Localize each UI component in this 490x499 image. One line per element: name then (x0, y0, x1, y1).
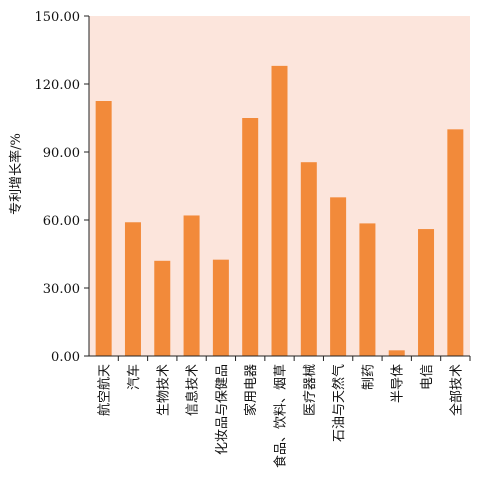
y-axis-title: 专利增长率/% (8, 133, 24, 215)
x-tick-labels: 航空航天 汽车 生物技术 信息技术 化妆品与保健品 家用电器 食品、饮料、烟草 医疗器械 石油与… (97, 364, 465, 468)
x-tick-label: 石油与天然气 (331, 364, 347, 442)
x-tick-label: 制药 (361, 364, 376, 390)
bar (154, 260, 171, 356)
bar (359, 223, 376, 356)
y-tick-label: 60.00 (43, 214, 80, 229)
bar (242, 118, 259, 356)
y-tick-label: 0.00 (51, 350, 80, 365)
x-tick-label: 信息技术 (185, 364, 201, 416)
y-tick-label: 150.00 (35, 10, 81, 25)
x-tick-label: 家用电器 (243, 364, 259, 416)
x-tick-label: 医疗器械 (303, 364, 318, 416)
x-tick-label: 化妆品与保健品 (215, 364, 230, 455)
bar (330, 197, 347, 356)
x-tick-label: 半导体 (391, 364, 406, 403)
y-ticks: 0.00 30.00 60.00 90.00 120.00 150.00 (35, 10, 89, 365)
y-tick-label: 120.00 (35, 78, 81, 93)
bar (447, 129, 464, 356)
x-tick-label: 食品、饮料、烟草 (273, 364, 289, 468)
x-tick-label: 全部技术 (448, 364, 464, 416)
x-tick-label: 生物技术 (156, 364, 171, 416)
bar (418, 229, 435, 356)
bars (95, 65, 464, 356)
x-tick-label: 汽车 (126, 364, 142, 390)
x-tick-label: 电信 (420, 364, 435, 390)
bar (300, 162, 317, 356)
x-tick-label: 航空航天 (97, 364, 113, 416)
y-tick-label: 30.00 (43, 282, 80, 297)
y-tick-label: 90.00 (43, 146, 80, 161)
bar (271, 65, 288, 356)
bar (95, 101, 112, 356)
bar (183, 215, 200, 356)
x-ticks (117, 356, 471, 361)
bar (124, 222, 141, 356)
bar (212, 259, 229, 356)
bar (388, 350, 405, 356)
